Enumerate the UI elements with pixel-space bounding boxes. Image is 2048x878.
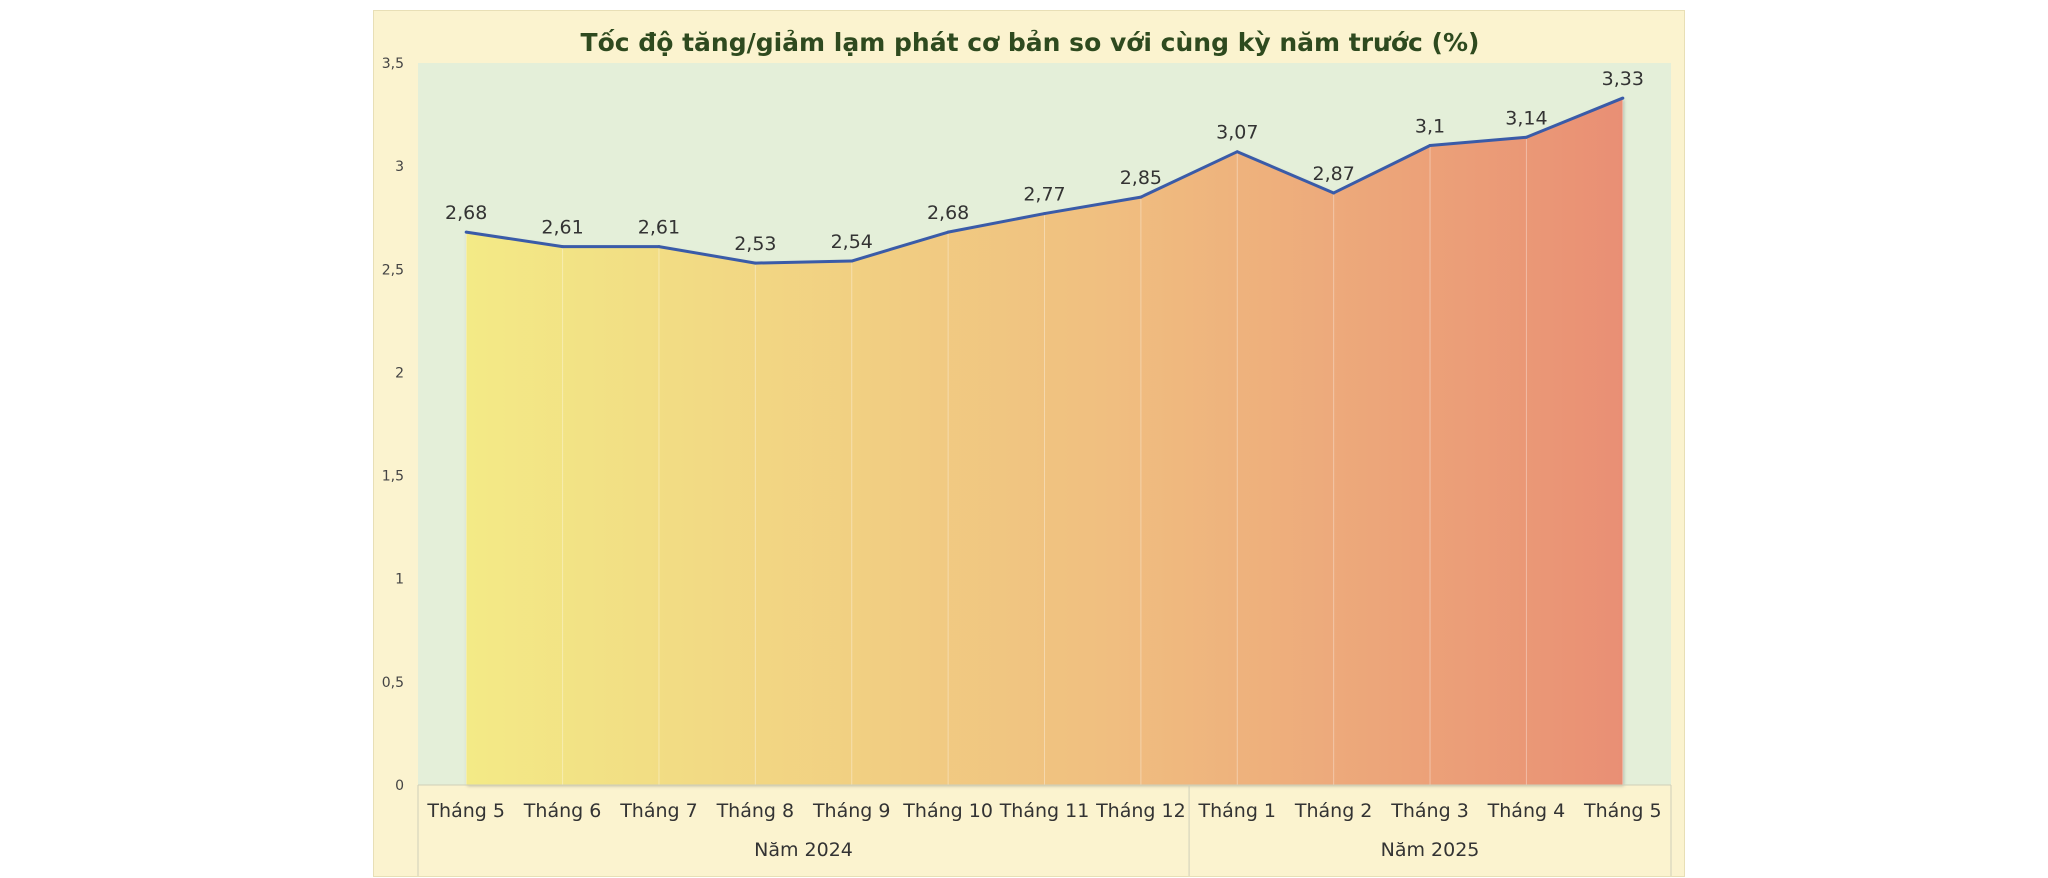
x-tick-label: Tháng 2 xyxy=(1294,800,1373,822)
y-tick-label: 1 xyxy=(395,572,404,588)
data-label: 2,54 xyxy=(831,231,873,253)
data-point xyxy=(946,230,950,234)
x-tick-label: Tháng 3 xyxy=(1390,800,1469,822)
x-tick-label: Tháng 8 xyxy=(716,800,795,822)
data-point xyxy=(1139,195,1143,199)
y-tick-label: 3 xyxy=(395,159,404,175)
x-tick-label: Tháng 7 xyxy=(619,800,698,822)
data-label: 2,61 xyxy=(541,217,583,239)
y-tick-label: 0 xyxy=(395,778,404,794)
data-label: 3,33 xyxy=(1602,68,1644,90)
y-tick-label: 1,5 xyxy=(382,469,404,485)
data-label: 2,85 xyxy=(1120,167,1162,189)
data-label: 2,68 xyxy=(927,202,969,224)
data-label: 2,53 xyxy=(734,233,776,255)
data-point xyxy=(1043,212,1046,216)
data-point xyxy=(1524,135,1528,139)
x-tick-label: Tháng 10 xyxy=(902,800,993,822)
x-tick-label: Tháng 6 xyxy=(523,800,602,822)
x-tick-label: Tháng 5 xyxy=(1583,800,1662,822)
data-label: 2,77 xyxy=(1023,184,1065,206)
area-fill xyxy=(466,98,1623,785)
data-point xyxy=(1332,191,1336,195)
data-label: 2,68 xyxy=(445,202,487,224)
data-label: 2,61 xyxy=(638,217,680,239)
data-label: 2,87 xyxy=(1312,163,1354,185)
data-point xyxy=(1235,150,1239,154)
y-tick-label: 0,5 xyxy=(382,675,404,691)
data-label: 3,07 xyxy=(1216,122,1258,144)
chart-title: Tốc độ tăng/giảm lạm phát cơ bản so với … xyxy=(581,28,1480,57)
x-tick-label: Tháng 1 xyxy=(1198,800,1277,822)
data-point xyxy=(657,245,661,249)
data-point xyxy=(753,261,757,265)
area-chart: Tốc độ tăng/giảm lạm phát cơ bản so với … xyxy=(382,28,1672,876)
y-tick-label: 3,5 xyxy=(382,56,404,72)
data-point xyxy=(1621,96,1625,100)
x-tick-label: Tháng 4 xyxy=(1487,800,1566,822)
x-tick-label: Tháng 5 xyxy=(426,800,505,822)
chart-container: Tốc độ tăng/giảm lạm phát cơ bản so với … xyxy=(373,10,1685,877)
x-tick-label: Tháng 12 xyxy=(1095,800,1186,822)
y-tick-label: 2 xyxy=(395,365,404,381)
group-label: Năm 2025 xyxy=(1381,839,1480,861)
data-point xyxy=(464,230,468,234)
x-tick-label: Tháng 9 xyxy=(812,800,891,822)
data-point xyxy=(1428,144,1432,148)
x-tick-label: Tháng 11 xyxy=(999,800,1090,822)
data-point xyxy=(561,245,565,249)
data-label: 3,14 xyxy=(1505,107,1547,129)
y-tick-label: 2,5 xyxy=(382,262,404,278)
data-label: 3,1 xyxy=(1415,116,1445,138)
group-label: Năm 2024 xyxy=(754,839,853,861)
data-point xyxy=(850,259,854,263)
